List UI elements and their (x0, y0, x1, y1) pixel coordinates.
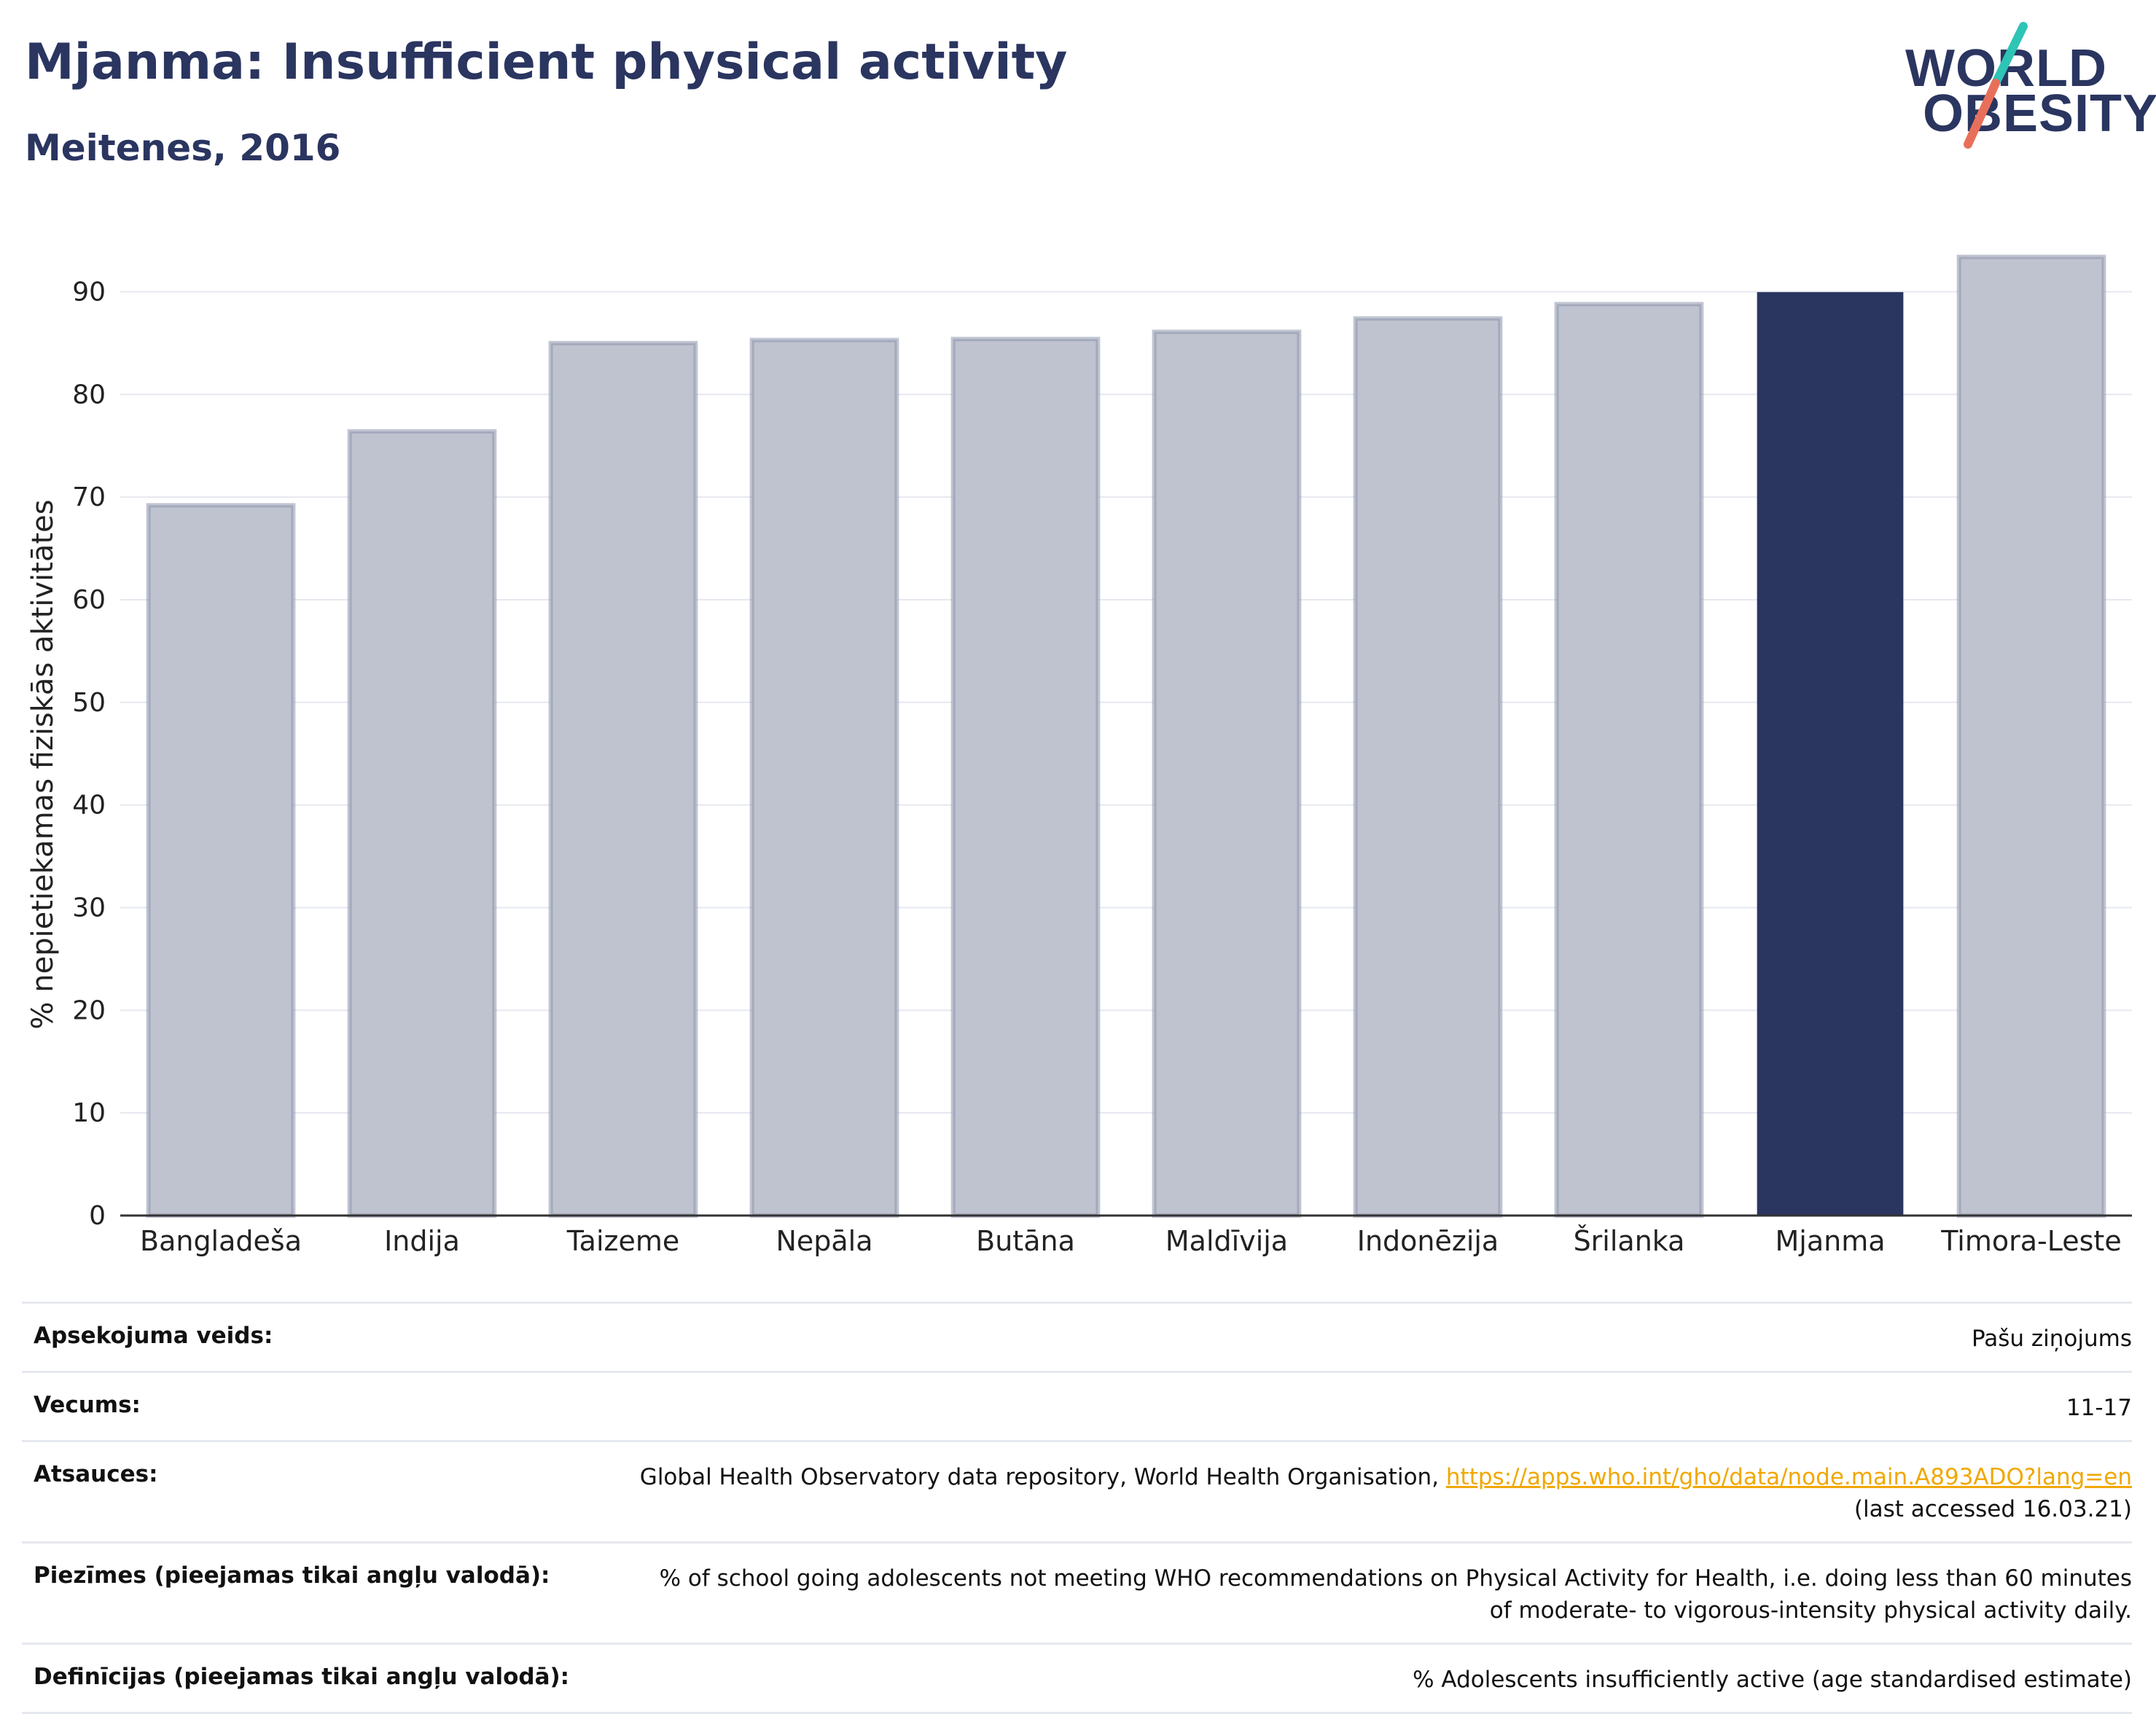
y-tick-label: 20 (72, 995, 106, 1025)
y-tick-label: 60 (72, 585, 106, 615)
meta-label: Apsekojuma veids: (34, 1323, 273, 1349)
x-tick-label: Mjanma (1775, 1225, 1885, 1257)
meta-value: 11-17 (2066, 1395, 2132, 1422)
x-tick-label: Butāna (976, 1225, 1075, 1257)
x-tick-label: Nepāla (776, 1225, 872, 1257)
y-tick-label: 40 (72, 791, 106, 821)
reference-access-date: (last accessed 16.03.21) (1854, 1496, 2132, 1523)
chart-subtitle: Meitenes, 2016 (25, 127, 341, 169)
bar (1757, 291, 1904, 1216)
meta-row-survey-type: Apsekojuma veids: Pašu ziņojums (22, 1302, 2132, 1371)
meta-row-references: Atsauces: Global Health Observatory data… (22, 1440, 2132, 1541)
bar (749, 337, 899, 1218)
x-tick-label: Timora-Leste (1940, 1225, 2121, 1257)
meta-row-notes: Piezīmes (pieejamas tikai angļu valodā):… (22, 1541, 2132, 1643)
bar (146, 503, 296, 1218)
meta-row-definitions: Definīcijas (pieejamas tikai angļu valod… (22, 1643, 2132, 1714)
world-obesity-logo: WORLD OBESITY (1902, 20, 2156, 152)
logo-line-obesity: OBESITY (1923, 85, 2156, 143)
meta-value: Pašu ziņojums (1971, 1326, 2132, 1352)
y-tick-label: 0 (89, 1201, 106, 1231)
bar (1956, 254, 2106, 1218)
y-tick-label: 30 (72, 893, 106, 923)
meta-value: % Adolescents insufficiently active (age… (1413, 1667, 2132, 1694)
x-tick-label: Indija (384, 1225, 460, 1257)
reference-text: Global Health Observatory data repositor… (639, 1464, 1446, 1491)
bar (950, 337, 1101, 1218)
bar (1152, 329, 1302, 1218)
y-tick-label: 80 (72, 380, 106, 410)
meta-label: Piezīmes (pieejamas tikai angļu valodā): (34, 1562, 550, 1589)
reference-link[interactable]: https://apps.who.int/gho/data/node.main.… (1445, 1464, 2132, 1491)
x-tick-label: Indonēzija (1357, 1225, 1499, 1257)
x-tick-label: Maldīvija (1165, 1225, 1288, 1257)
x-tick-label: Taizeme (566, 1225, 680, 1257)
metadata-table: Apsekojuma veids: Pašu ziņojums Vecums: … (22, 1302, 2132, 1714)
bar (548, 340, 698, 1218)
logo-slash-icon (1964, 22, 2028, 149)
y-tick-label: 10 (72, 1098, 106, 1128)
meta-label: Definīcijas (pieejamas tikai angļu valod… (34, 1664, 570, 1691)
bar-chart: 0 10 20 30 40 50 60 70 80 90 Bangladeša Indija Taize… (26, 254, 2132, 1257)
y-tick-label: 70 (72, 482, 106, 512)
meta-label: Vecums: (34, 1392, 141, 1419)
meta-value: % of school going adolescents not meetin… (659, 1565, 2132, 1624)
y-tick-label: 50 (72, 688, 106, 718)
y-axis-label: % nepietiekamas fiziskās aktivitātes (26, 499, 60, 1029)
y-tick-label: 90 (72, 277, 106, 307)
meta-value: Global Health Observatory data repositor… (640, 1461, 2132, 1525)
x-tick-label: Šrilanka (1574, 1225, 1685, 1257)
x-tick-label: Bangladeša (140, 1225, 302, 1257)
meta-label: Atsauces: (34, 1461, 158, 1488)
meta-row-age: Vecums: 11-17 (22, 1371, 2132, 1440)
bar (1554, 302, 1704, 1218)
bar (1353, 316, 1503, 1218)
chart-title: Mjanma: Insufficient physical activity (25, 34, 1068, 91)
bar (347, 428, 497, 1218)
